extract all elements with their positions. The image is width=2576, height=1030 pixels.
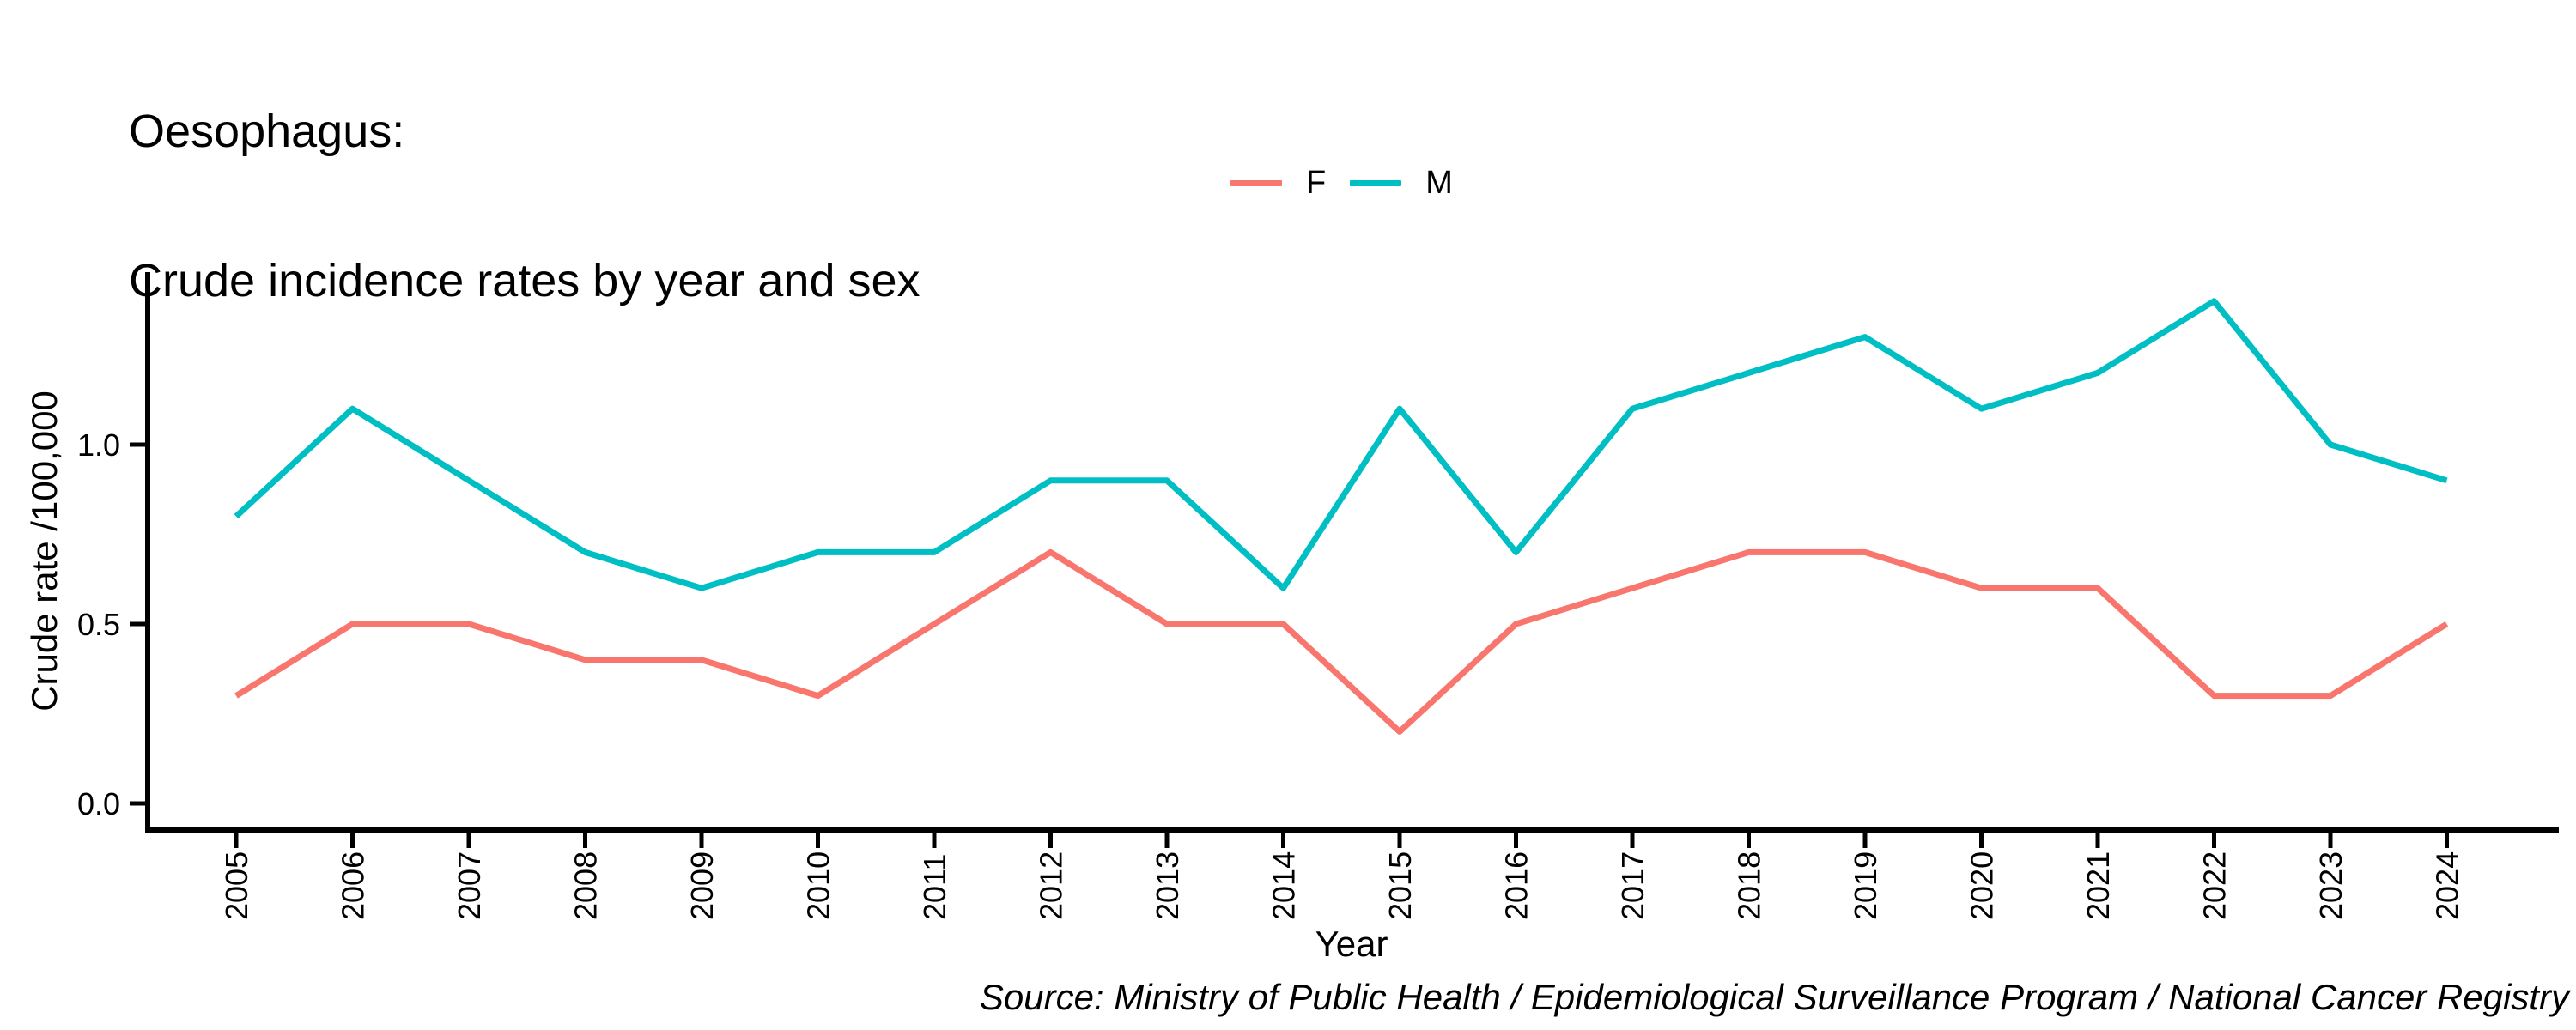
x-tick-label: 2010 bbox=[801, 851, 836, 920]
x-tick-label: 2007 bbox=[452, 851, 487, 920]
x-tick-label: 2024 bbox=[2430, 851, 2465, 920]
y-axis-title: Crude rate /100,000 bbox=[24, 391, 64, 712]
x-tick-label: 2018 bbox=[1732, 851, 1767, 920]
y-tick-label: 0.0 bbox=[77, 786, 120, 821]
x-tick-label: 2012 bbox=[1034, 851, 1069, 920]
source-note: Source: Ministry of Public Health / Epid… bbox=[979, 977, 2569, 1017]
legend-label-f: F bbox=[1306, 165, 1327, 201]
chart-title: Oesophagus: Crude incidence rates by yea… bbox=[129, 7, 920, 405]
legend-key-m-line bbox=[1350, 179, 1402, 186]
y-tick-label: 0.5 bbox=[77, 607, 120, 642]
x-tick-label: 2020 bbox=[1965, 851, 2000, 920]
y-tick-label: 1.0 bbox=[77, 427, 120, 463]
x-tick-label: 2014 bbox=[1267, 851, 1302, 920]
x-tick-label: 2015 bbox=[1382, 851, 1418, 920]
x-tick-label: 2019 bbox=[1848, 851, 1883, 920]
x-tick-label: 2008 bbox=[568, 851, 604, 920]
x-tick-label: 2023 bbox=[2313, 851, 2348, 920]
x-tick-label: 2013 bbox=[1150, 851, 1185, 920]
chart-title-line1: Oesophagus: bbox=[129, 106, 405, 157]
x-tick-label: 2017 bbox=[1615, 851, 1650, 920]
x-tick-label: 2021 bbox=[2081, 851, 2116, 920]
series-line-f bbox=[234, 548, 2449, 735]
chart-title-line2: Crude incidence rates by year and sex bbox=[129, 255, 920, 306]
x-tick-label: 2005 bbox=[219, 851, 254, 920]
legend-key-f-line bbox=[1230, 179, 1282, 186]
legend: F M bbox=[1230, 163, 1453, 203]
x-tick-label: 2006 bbox=[336, 851, 371, 920]
series-line-m bbox=[234, 298, 2448, 591]
legend-label-m: M bbox=[1425, 165, 1453, 201]
x-axis-title: Year bbox=[1315, 924, 1388, 964]
x-tick-label: 2016 bbox=[1499, 851, 1534, 920]
x-tick-label: 2009 bbox=[684, 851, 720, 920]
x-tick-label: 2022 bbox=[2197, 851, 2233, 920]
x-tick-label: 2011 bbox=[917, 854, 952, 920]
